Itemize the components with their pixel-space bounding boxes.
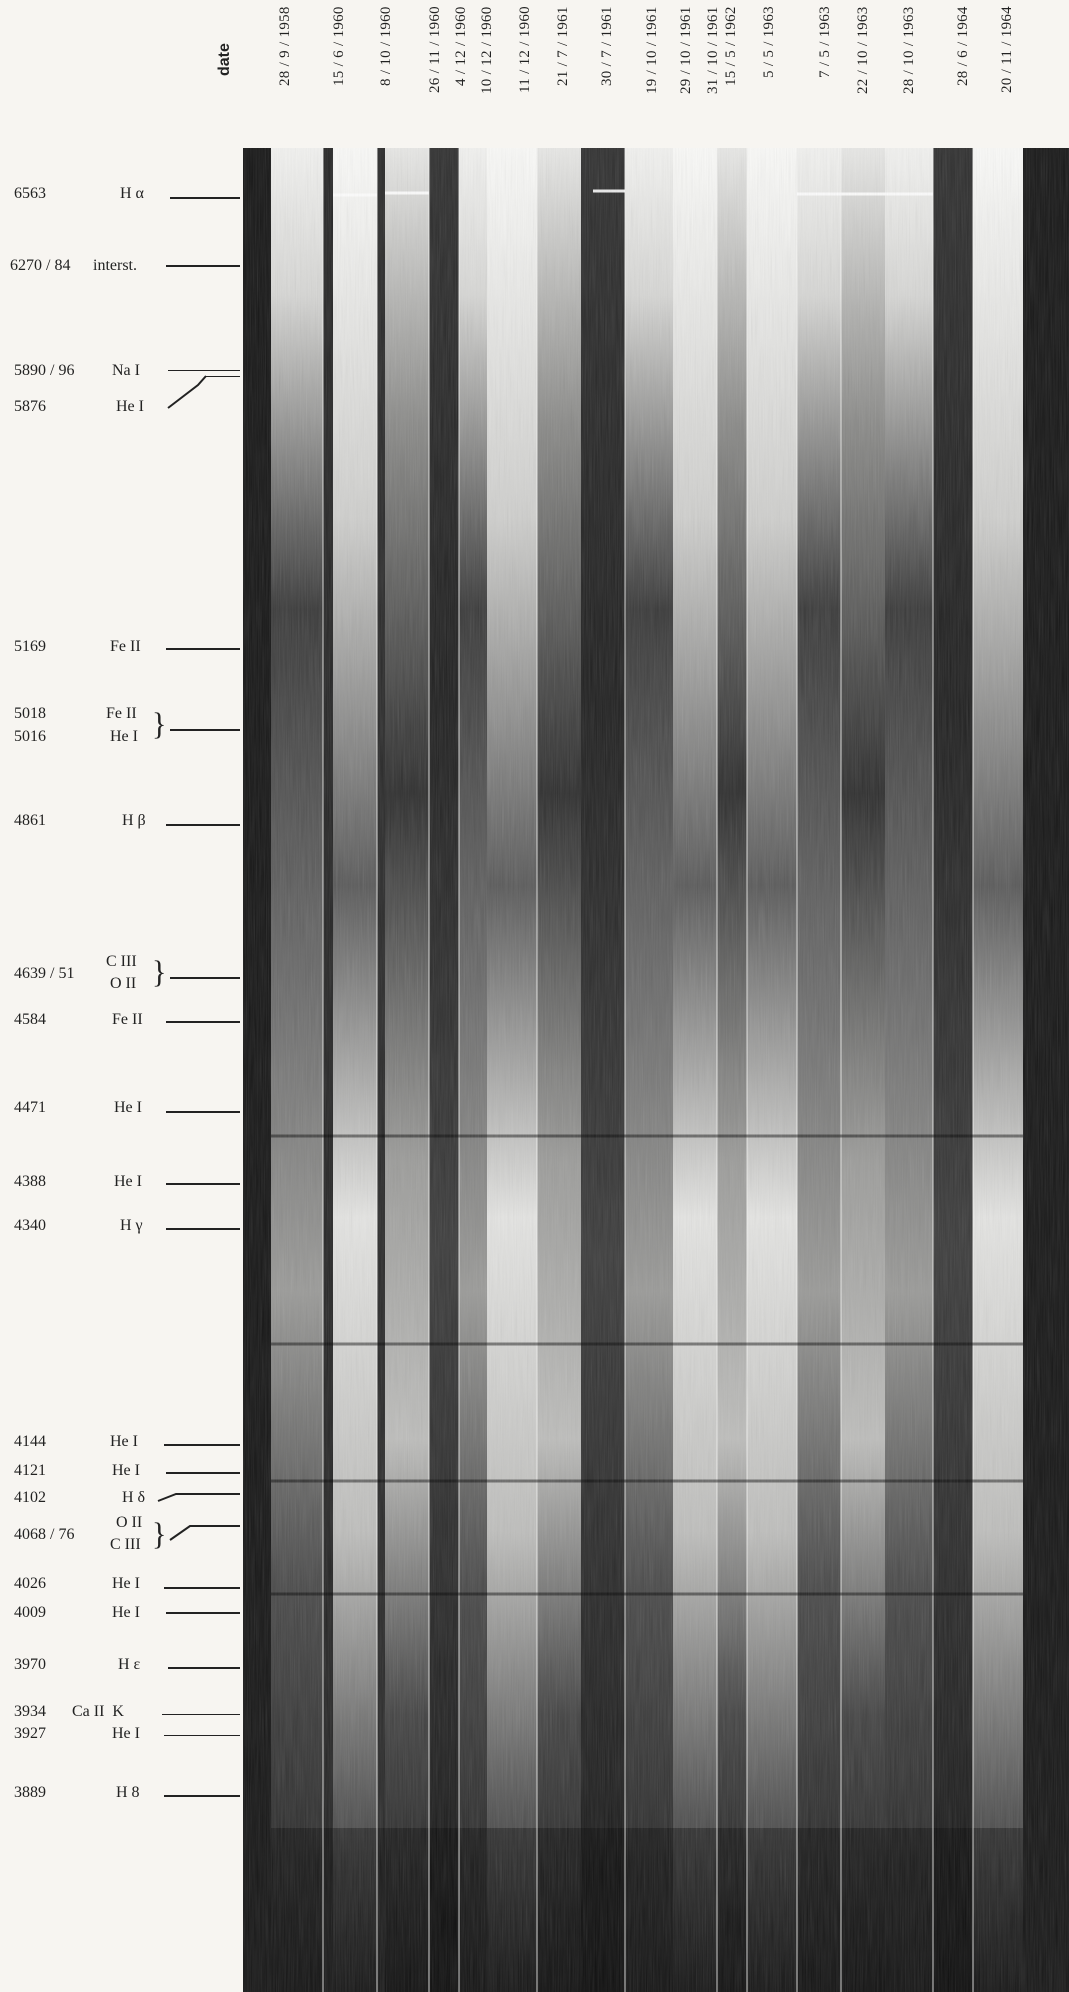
wavelength: 3889 bbox=[14, 1784, 46, 1801]
line-pointer bbox=[166, 1612, 240, 1614]
wavelength: 4388 bbox=[14, 1173, 46, 1190]
date-label: 7 / 5 / 1963 bbox=[817, 6, 833, 78]
line-pointer bbox=[162, 1714, 240, 1715]
wavelength: 4068 / 76 bbox=[14, 1526, 75, 1543]
line-pointer bbox=[168, 1667, 240, 1669]
line-pointer bbox=[166, 824, 240, 826]
wavelength: 6270 / 84 bbox=[10, 257, 71, 274]
line-pointer bbox=[166, 1183, 240, 1185]
date-label: 28 / 9 / 1958 bbox=[277, 6, 293, 86]
ion-name: Fe II bbox=[112, 1011, 143, 1028]
date-label: 21 / 7 / 1961 bbox=[555, 6, 571, 86]
line-pointer bbox=[164, 1444, 240, 1446]
date-label: 28 / 6 / 1964 bbox=[955, 6, 971, 86]
line-pointer bbox=[164, 1795, 240, 1797]
brace-icon: } bbox=[152, 955, 167, 990]
ion-name: C III bbox=[110, 1536, 141, 1553]
ion-name: H α bbox=[120, 185, 144, 202]
date-label: 29 / 10 / 1961 bbox=[678, 6, 694, 94]
date-label: 5 / 5 / 1963 bbox=[761, 6, 777, 78]
line-pointer bbox=[170, 197, 240, 199]
wavelength: 4026 bbox=[14, 1575, 46, 1592]
leader-line-o-ii-c-iii bbox=[169, 1525, 240, 1541]
date-label: 22 / 10 / 1963 bbox=[855, 6, 871, 94]
spectral-line-labels: 6563 H α 6270 / 84 interst. 5890 / 96 Na… bbox=[0, 0, 243, 1992]
ion-name: H ε bbox=[118, 1656, 141, 1673]
ion-name: H 8 bbox=[116, 1784, 140, 1801]
line-pointer bbox=[166, 1228, 240, 1230]
leader-line-h-delta bbox=[157, 1493, 240, 1502]
brace-icon: } bbox=[152, 1517, 167, 1552]
ion-name: Ca II K bbox=[72, 1703, 124, 1720]
ion-name: O II bbox=[116, 1514, 143, 1531]
ion-name: interst. bbox=[93, 257, 137, 274]
wavelength: 5890 / 96 bbox=[14, 362, 75, 379]
wavelength: 4584 bbox=[14, 1011, 46, 1028]
wavelength: 5016 bbox=[14, 728, 46, 745]
ion-name: He I bbox=[114, 1173, 142, 1190]
line-pointer bbox=[166, 1021, 240, 1023]
line-pointer bbox=[166, 1472, 240, 1474]
ion-name: He I bbox=[110, 728, 138, 745]
date-label: 15 / 6 / 1960 bbox=[331, 6, 347, 86]
date-label: 28 / 10 / 1963 bbox=[901, 6, 917, 94]
ion-name: Fe II bbox=[106, 705, 137, 722]
date-label: 19 / 10 / 1961 bbox=[644, 6, 660, 94]
ion-name: He I bbox=[112, 1725, 140, 1742]
ion-name: He I bbox=[112, 1462, 140, 1479]
line-pointer bbox=[164, 1735, 240, 1736]
wavelength: 3934 bbox=[14, 1703, 46, 1720]
line-pointer bbox=[170, 977, 240, 979]
brace-icon: } bbox=[152, 707, 167, 742]
ion-name: C III bbox=[106, 953, 137, 970]
ion-name: H δ bbox=[122, 1489, 146, 1506]
ion-name: He I bbox=[112, 1575, 140, 1592]
wavelength: 4639 / 51 bbox=[14, 965, 75, 982]
date-label: 4 / 12 / 1960 bbox=[453, 6, 469, 86]
wavelength: 6563 bbox=[14, 185, 46, 202]
leader-lines bbox=[157, 375, 240, 1541]
ion-name: H γ bbox=[120, 1217, 143, 1234]
wavelength: 3970 bbox=[14, 1656, 46, 1673]
date-label: 8 / 10 / 1960 bbox=[378, 6, 394, 86]
wavelength: 4471 bbox=[14, 1099, 46, 1116]
ion-name: Fe II bbox=[110, 638, 141, 655]
date-label: 15 / 5 / 1962 bbox=[723, 6, 739, 86]
line-pointer bbox=[170, 729, 240, 731]
wavelength: 4121 bbox=[14, 1462, 46, 1479]
ion-name: He I bbox=[112, 1604, 140, 1621]
wavelength: 4102 bbox=[14, 1489, 46, 1506]
wavelength: 5169 bbox=[14, 638, 46, 655]
line-pointer bbox=[166, 1111, 240, 1113]
ion-name: Na I bbox=[112, 362, 140, 379]
ion-name: He I bbox=[114, 1099, 142, 1116]
date-label: 26 / 11 / 1960 bbox=[427, 6, 443, 93]
line-pointer bbox=[166, 648, 240, 650]
wavelength: 3927 bbox=[14, 1725, 46, 1742]
date-label: 20 / 11 / 1964 bbox=[999, 6, 1015, 93]
ion-name: H β bbox=[122, 812, 146, 829]
wavelength: 5018 bbox=[14, 705, 46, 722]
leader-line-he-i-5876 bbox=[167, 375, 207, 409]
line-pointer bbox=[166, 265, 240, 267]
ion-name: He I bbox=[116, 398, 144, 415]
wavelength: 4340 bbox=[14, 1217, 46, 1234]
ion-name: He I bbox=[110, 1433, 138, 1450]
wavelength: 4144 bbox=[14, 1433, 46, 1450]
date-label: 11 / 12 / 1960 bbox=[517, 6, 533, 93]
date-label: 10 / 12 / 1960 bbox=[479, 6, 495, 94]
wavelength: 4861 bbox=[14, 812, 46, 829]
ion-name: O II bbox=[110, 975, 137, 992]
date-label: 30 / 7 / 1961 bbox=[599, 6, 615, 86]
line-pointer bbox=[168, 370, 240, 371]
wavelength: 5876 bbox=[14, 398, 46, 415]
spectrum-plate-image bbox=[243, 148, 1069, 1992]
line-pointer bbox=[164, 1587, 240, 1589]
line-pointer bbox=[206, 376, 240, 377]
spectrum-plate-graphic bbox=[243, 148, 1069, 1992]
wavelength: 4009 bbox=[14, 1604, 46, 1621]
